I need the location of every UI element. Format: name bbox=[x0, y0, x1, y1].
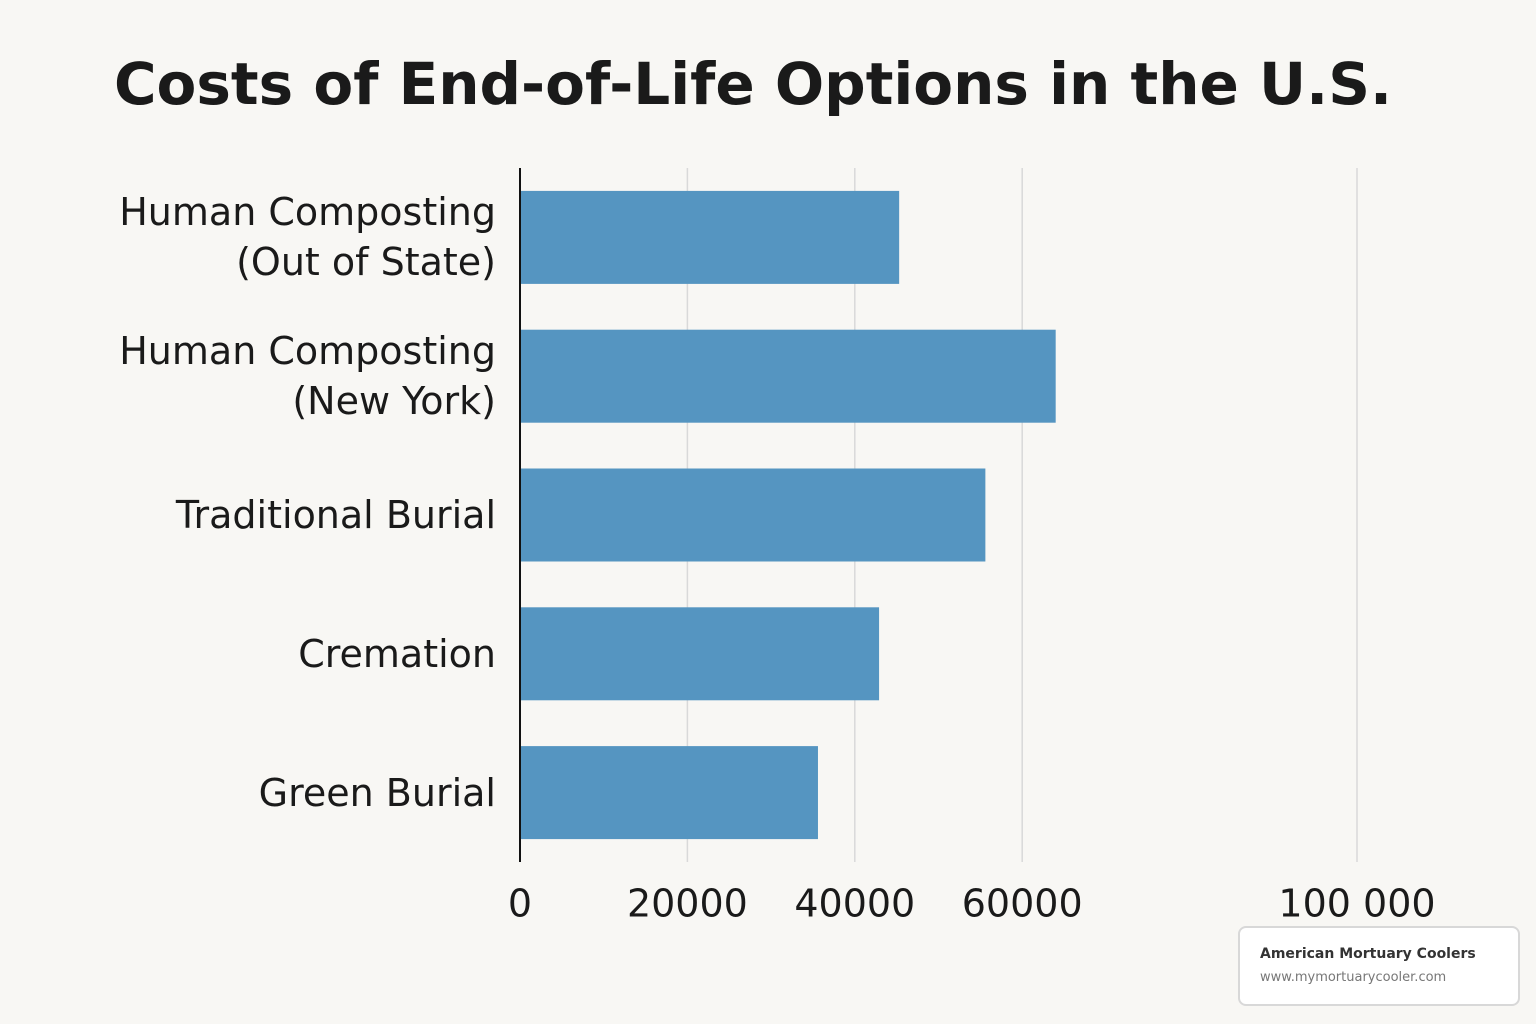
watermark-name: American Mortuary Coolers bbox=[1260, 946, 1476, 962]
y-tick-label: Human Composting (Out of State) bbox=[119, 190, 496, 285]
bar bbox=[520, 329, 1056, 423]
watermark-url: www.mymortuarycooler.com bbox=[1260, 970, 1447, 985]
bar bbox=[520, 468, 986, 562]
bar bbox=[520, 190, 900, 284]
y-tick-label: Traditional Burial bbox=[175, 493, 496, 537]
x-tick-label: 20000 bbox=[627, 882, 748, 926]
chart-title: Costs of End-of-Life Options in the U.S. bbox=[114, 50, 1392, 118]
y-tick-label: Green Burial bbox=[258, 770, 496, 815]
x-tick-label: 40000 bbox=[794, 882, 915, 926]
x-tick-label: 60000 bbox=[962, 882, 1083, 926]
bar bbox=[520, 607, 880, 701]
x-tick-label: 0 bbox=[508, 882, 532, 926]
watermark: American Mortuary Coolers www.mymortuary… bbox=[1238, 926, 1520, 1006]
y-tick-label: Cremation bbox=[298, 631, 496, 676]
y-tick-label: Human Composting (New York) bbox=[119, 329, 496, 424]
bar bbox=[520, 746, 818, 840]
x-tick-label: 100 000 bbox=[1278, 882, 1435, 926]
